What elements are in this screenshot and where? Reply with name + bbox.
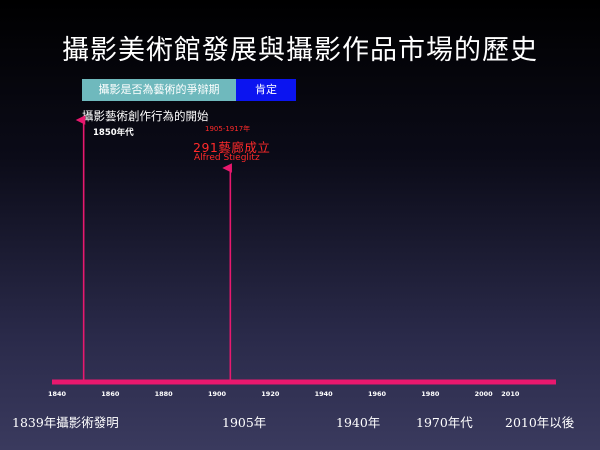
tick-label-1880: 1880 bbox=[155, 390, 174, 398]
gallery-291-label: 291藝廊成立 bbox=[193, 140, 271, 155]
slide-title: 攝影美術館發展與攝影作品市場的歷史 bbox=[62, 35, 538, 66]
tick-label-1900: 1900 bbox=[208, 390, 227, 398]
year-1850-label: 1850年代 bbox=[93, 128, 134, 138]
tick-label-1920: 1920 bbox=[261, 390, 280, 398]
gallery-range-label: 1905-1917年 bbox=[205, 125, 251, 133]
affirm-period-bar: 肯定 bbox=[236, 79, 296, 101]
tick-label-1940: 1940 bbox=[315, 390, 334, 398]
tick-label-2000: 2000 bbox=[475, 390, 494, 398]
stieglitz-label: Alfred Stieglitz bbox=[194, 153, 260, 163]
creative-start-label: 攝影藝術創作行為的開始 bbox=[82, 109, 209, 123]
tick-label-1860: 1860 bbox=[101, 390, 120, 398]
period-label-1970s: 1970年代 bbox=[416, 415, 473, 430]
period-label-1839: 1839年攝影術發明 bbox=[12, 415, 119, 430]
tick-label-1840: 1840 bbox=[48, 390, 67, 398]
period-label-1905: 1905年 bbox=[222, 415, 267, 430]
tick-label-1960: 1960 bbox=[368, 390, 387, 398]
debate-period-bar: 攝影是否為藝術的爭辯期 bbox=[82, 79, 236, 101]
tick-label-2010: 2010 bbox=[501, 390, 520, 398]
tick-label-1980: 1980 bbox=[421, 390, 440, 398]
period-label-2010: 2010年以後 bbox=[505, 415, 575, 430]
period-label-1940: 1940年 bbox=[336, 415, 381, 430]
